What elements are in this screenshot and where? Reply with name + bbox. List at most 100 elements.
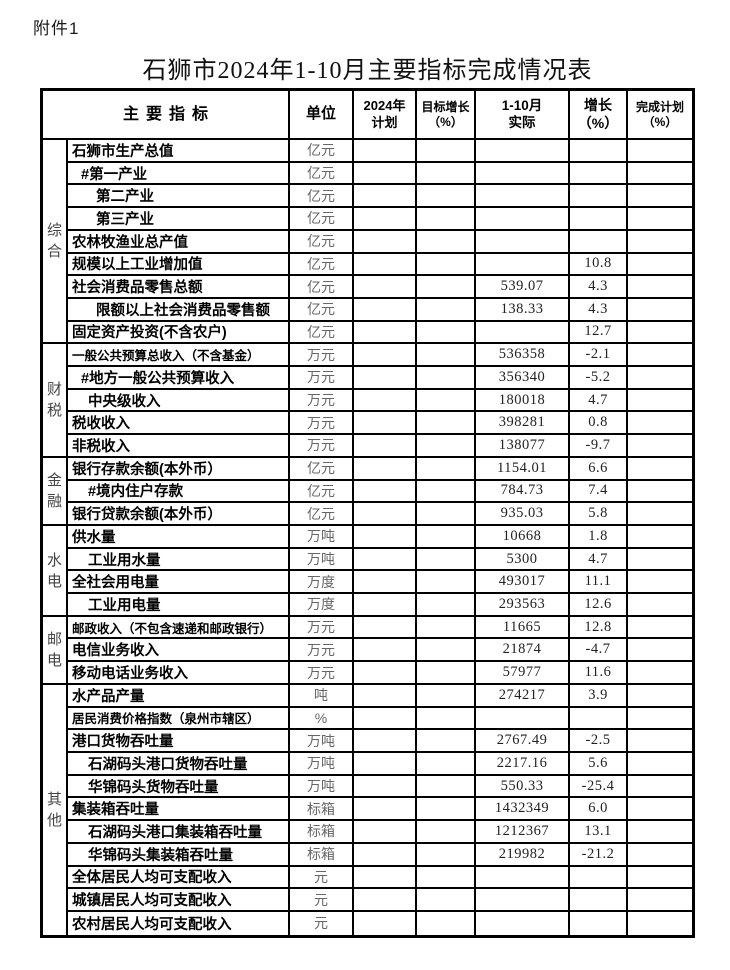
target-growth-value [417,298,476,320]
plan-value [354,185,417,207]
completion-value [628,776,692,797]
target-growth-value [417,276,476,297]
table-row: 全体居民人均可支配收入元 [68,866,692,890]
unit-value: 万元 [290,367,354,388]
completion-value [628,163,692,184]
growth-value [570,889,628,910]
actual-value [476,185,570,207]
completion-value [628,344,692,365]
table-row: 税收收入 万元 398281 0.8 [68,412,692,436]
plan-value [354,525,417,547]
table-row: 电信业务收入 万元 21874 -4.7 [68,639,692,663]
growth-value: 12.8 [570,616,628,638]
target-growth-value [417,367,476,388]
table-row: 居民消费价格指数（泉州市辖区）% [68,707,692,731]
unit-value: 亿元 [290,140,354,161]
indicators-table: 主要指标 单位 2024年 计划 目标增长 （%） 1-10月 实际 增长 （%… [40,88,695,938]
completion-value [628,912,692,935]
growth-value: 4.3 [570,298,628,320]
completion-value [628,821,692,842]
growth-value: 12.7 [570,321,628,343]
target-growth-value [417,639,476,661]
completion-value [628,753,692,774]
plan-value [354,457,417,479]
unit-value: 万度 [290,594,354,615]
actual-value: 1432349 [476,798,570,820]
growth-value: -2.5 [570,730,628,751]
plan-value [354,435,417,456]
indicator-name: 税收收入 [68,412,290,434]
completion-value [628,254,692,275]
indicator-name: #境内住户存款 [68,480,290,502]
target-growth-value [417,662,476,683]
target-growth-value [417,457,476,479]
unit-value: 亿元 [290,253,354,275]
indicator-name: 石湖码头港口集装箱吞吐量 [68,821,290,842]
indicator-name: 邮政收入（不包含速递和邮政银行） [68,616,290,638]
plan-value [354,548,417,570]
rows-column: 石狮市生产总值 亿元 #第一产业 亿元 第二产业 亿元 第三产业 亿元 农林牧渔业总产值 亿元 规模… [68,140,692,935]
indicator-name: 非税收入 [68,435,290,456]
completion-value [628,662,692,683]
indicator-name: 华锦码头货物吞吐量 [68,775,290,797]
target-growth-value [417,571,476,593]
table-row: 非税收入 万元 138077 -9.7 [68,435,692,458]
plan-value [354,798,417,820]
target-growth-value [417,140,476,161]
unit-value: 亿元 [290,276,354,297]
actual-value: 2217.16 [476,752,570,774]
target-growth-value [417,821,476,842]
completion-value [628,549,692,570]
actual-value: 138077 [476,435,570,456]
table-row: 港口货物吞吐量 万吨 2767.49 -2.5 [68,730,692,753]
target-growth-value [417,525,476,547]
unit-value: 亿元 [290,185,354,207]
indicator-name: 全社会用电量 [68,571,290,593]
growth-value [570,230,628,252]
plan-value [354,230,417,252]
target-growth-value [417,866,476,888]
attachment-label: 附件1 [33,19,80,38]
indicator-name: 集装箱吞吐量 [68,798,290,820]
actual-value [476,162,570,184]
plan-value [354,684,417,706]
growth-value: 0.8 [570,412,628,434]
indicator-name: 第三产业 [68,208,290,229]
growth-value [570,140,628,161]
plan-value [354,911,417,935]
indicator-name: 农村居民人均可支配收入 [68,911,290,935]
table-row: 水产品产量吨 274217 3.9 [68,684,692,708]
actual-value: 784.73 [476,480,570,502]
page-title: 石狮市2024年1-10月主要指标完成情况表 [142,58,593,84]
actual-value: 1154.01 [476,457,570,479]
target-growth-value [417,843,476,865]
completion-value [628,208,692,229]
actual-value [476,140,570,161]
actual-value [476,911,570,935]
growth-value: -2.1 [570,344,628,366]
target-growth-value [417,752,476,774]
plan-value [354,752,417,774]
category-label: 水电 [43,526,66,617]
unit-value: 万元 [290,412,354,434]
target-growth-value [417,594,476,615]
unit-value: 亿元 [290,230,354,252]
completion-value [628,617,692,638]
unit-value: 万元 [290,435,354,456]
completion-value [628,708,692,729]
completion-value [628,231,692,252]
completion-value [628,889,692,910]
unit-value: 亿元 [290,208,354,229]
actual-value: 356340 [476,367,570,388]
actual-value: 539.07 [476,276,570,297]
indicator-name: 水产品产量 [68,684,290,706]
unit-value: 万吨 [290,548,354,570]
actual-value: 2767.49 [476,730,570,751]
target-growth-value [417,389,476,411]
completion-value [628,798,692,819]
indicator-name: 银行存款余额(本外币） [68,457,290,479]
plan-value [354,140,417,161]
plan-value [354,594,417,615]
table-row: 银行存款余额(本外币） 亿元 1154.01 6.6 [68,457,692,481]
growth-value: 7.4 [570,480,628,502]
